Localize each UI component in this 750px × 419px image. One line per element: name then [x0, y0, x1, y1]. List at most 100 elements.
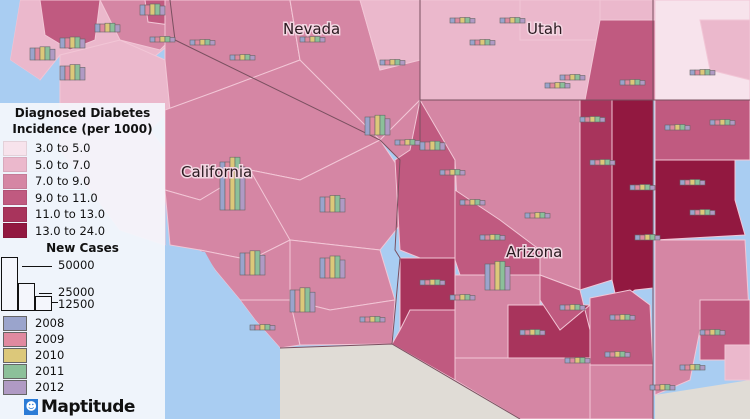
- glyph-bar-2010: [554, 82, 561, 89]
- glyph-bar-2011: [594, 116, 601, 123]
- glyph-bar-2009: [684, 179, 691, 186]
- glyph-bar-2011: [694, 179, 701, 186]
- legend-class-4: 11.0 to 13.0: [3, 206, 105, 222]
- glyph-bar-2012: [654, 235, 661, 241]
- glyph-bar-2012: [459, 170, 466, 176]
- county-bar-glyph: [239, 250, 266, 276]
- glyph-bar-2008: [579, 116, 586, 123]
- glyph-bar-2009: [399, 139, 406, 146]
- legend-year-label: 2010: [35, 348, 65, 362]
- glyph-bar-2012: [384, 118, 391, 136]
- glyph-bar-2011: [484, 39, 491, 46]
- glyph-bar-2010: [459, 17, 466, 24]
- glyph-bar-2011: [74, 64, 81, 81]
- glyph-bar-2008: [29, 47, 36, 61]
- glyph-bar-2010: [39, 46, 46, 61]
- glyph-bar-2012: [479, 200, 486, 206]
- county-bar-glyph: [459, 199, 486, 206]
- glyph-bar-2009: [694, 69, 701, 76]
- glyph-bar-2008: [249, 324, 256, 331]
- glyph-bar-2008: [609, 314, 616, 321]
- glyph-bar-2011: [409, 139, 416, 146]
- county-bar-glyph: [604, 351, 631, 358]
- glyph-bar-2009: [524, 329, 531, 336]
- county-bar-glyph: [59, 36, 86, 49]
- glyph-bar-2012: [584, 358, 591, 364]
- glyph-bar-2008: [469, 39, 476, 46]
- glyph-bar-2009: [624, 79, 631, 86]
- glyph-bar-2009: [614, 314, 621, 321]
- glyph-bar-2009: [444, 169, 451, 176]
- glyph-bar-2011: [649, 234, 656, 241]
- legend-swatch: [3, 173, 27, 189]
- state-label-utah: Utah: [527, 20, 563, 38]
- glyph-bar-2009: [99, 23, 106, 33]
- glyph-bar-2009: [489, 263, 496, 291]
- glyph-bar-2011: [514, 17, 521, 24]
- glyph-bar-2010: [249, 250, 256, 276]
- legend-swatch: [3, 331, 27, 347]
- maptitude-logo: ☻ Maptitude: [24, 397, 135, 417]
- glyph-bar-2011: [679, 124, 686, 131]
- glyph-bar-2008: [59, 65, 66, 81]
- county-bar-glyph: [559, 74, 586, 81]
- glyph-bar-2012: [544, 213, 551, 219]
- new-cases-title: New Cases: [46, 241, 119, 255]
- glyph-bar-2011: [579, 357, 586, 364]
- glyph-bar-2010: [494, 261, 501, 291]
- glyph-bar-2012: [79, 38, 86, 49]
- glyph-bar-2009: [704, 329, 711, 336]
- county-bar-glyph: [679, 179, 706, 186]
- glyph-bar-2010: [374, 114, 381, 136]
- glyph-bar-2011: [109, 22, 116, 33]
- glyph-bar-2010: [459, 294, 466, 301]
- legend-swatch: [3, 190, 27, 205]
- glyph-bar-2008: [484, 263, 491, 291]
- legend-class-label: 7.0 to 9.0: [35, 174, 91, 188]
- legend-class-label: 3.0 to 5.0: [35, 141, 91, 155]
- glyph-bar-2011: [44, 46, 51, 61]
- county-bar-glyph: [449, 17, 476, 24]
- glyph-bar-2010: [509, 17, 516, 24]
- legend-title-line2: Incidence (per 1000): [12, 122, 153, 136]
- county-bar-glyph: [559, 304, 586, 311]
- glyph-bar-2008: [699, 329, 706, 336]
- glyph-bar-2009: [474, 39, 481, 46]
- legend-class-label: 13.0 to 24.0: [35, 223, 106, 238]
- glyph-bar-2010: [534, 212, 541, 219]
- glyph-bar-2010: [489, 234, 496, 241]
- glyph-bar-2008: [649, 384, 656, 391]
- county-bar-glyph: [299, 36, 326, 43]
- glyph-bar-2009: [714, 119, 721, 126]
- mexico-region: [655, 380, 750, 419]
- glyph-bar-2008: [419, 141, 426, 151]
- legend-swatch: [3, 379, 27, 395]
- glyph-bar-2012: [609, 160, 616, 166]
- glyph-bar-2011: [154, 3, 161, 16]
- glyph-bar-2011: [724, 119, 731, 126]
- size-label-50000: 50000: [58, 258, 95, 272]
- glyph-bar-2010: [529, 329, 536, 336]
- glyph-bar-2012: [599, 117, 606, 123]
- county-bar-glyph: [709, 119, 736, 126]
- glyph-bar-2009: [669, 124, 676, 131]
- glyph-bar-2010: [569, 74, 576, 81]
- glyph-bar-2008: [379, 59, 386, 66]
- glyph-bar-2012: [439, 280, 446, 286]
- state-label-california: California: [181, 163, 252, 181]
- county-bar-glyph: [689, 209, 716, 216]
- glyph-bar-2008: [564, 357, 571, 364]
- glyph-bar-2011: [334, 255, 341, 279]
- glyph-bar-2012: [169, 37, 176, 43]
- utah-counties: [419, 0, 750, 101]
- county-bar-glyph: [609, 314, 636, 321]
- county-bar-glyph: [619, 79, 646, 86]
- glyph-bar-2009: [254, 324, 261, 331]
- county-bar-glyph: [419, 140, 446, 151]
- glyph-bar-2011: [574, 74, 581, 81]
- new-cases-bar-glyphs: [29, 3, 736, 391]
- glyph-bar-2009: [64, 37, 71, 49]
- glyph-bar-2008: [394, 139, 401, 146]
- size-label-12500: 12500: [58, 297, 95, 311]
